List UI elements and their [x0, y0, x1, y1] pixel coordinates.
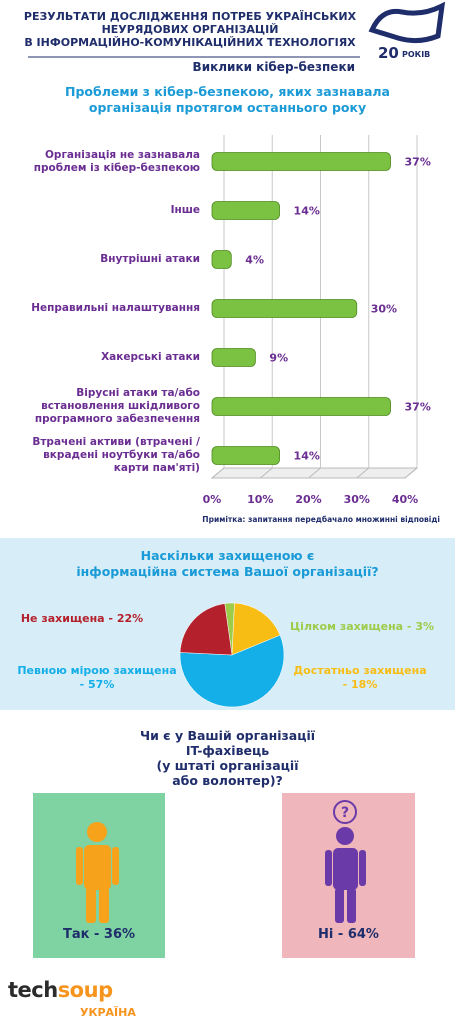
value-label: 14% — [294, 450, 320, 463]
header-title: РЕЗУЛЬТАТИ ДОСЛІДЖЕННЯ ПОТРЕБ УКРАЇНСЬКИ… — [23, 10, 357, 49]
category-label: Вірусні атаки та/або встановлення шкідли… — [34, 387, 200, 425]
tick-mark — [404, 467, 418, 479]
value-label: 30% — [371, 303, 397, 316]
value-label: 9% — [269, 352, 288, 365]
bar — [211, 152, 391, 171]
logo-text: РОКІВ — [402, 50, 431, 59]
bar — [211, 250, 232, 269]
bar — [211, 446, 280, 465]
pie-slice — [179, 603, 233, 656]
tick-mark — [356, 467, 370, 479]
x-tick-label: 30% — [344, 493, 370, 506]
logo-shape — [368, 1, 446, 44]
yes-label: Так - 36% — [62, 927, 136, 942]
value-label: 37% — [405, 401, 431, 414]
tick-mark — [211, 467, 225, 479]
x-tick-label: 20% — [295, 493, 321, 506]
it-question: Чи є у Вашій організації IT-фахівець (у … — [139, 728, 316, 788]
svg-text:?: ? — [341, 805, 349, 821]
x-tick-label: 10% — [247, 493, 273, 506]
category-label: Втрачені активи (втрачені / вкрадені ноу… — [32, 436, 200, 474]
bar — [211, 299, 358, 318]
bar — [211, 201, 280, 220]
category-label: Внутрішні атаки — [100, 253, 200, 265]
pie-label: Достатньо захищена - 18% — [293, 664, 427, 691]
bar — [211, 348, 256, 367]
footer-brand: techsoup — [8, 978, 113, 1002]
person-no: ? — [325, 800, 366, 923]
pie-label: Цілком захищена - 3% — [289, 620, 435, 633]
category-label: Організація не зазнавала проблем із кібе… — [33, 148, 200, 174]
category-label: Хакерські атаки — [101, 351, 200, 363]
value-label: 14% — [294, 205, 320, 218]
pie-label: Не захищена - 22% — [20, 612, 144, 625]
person-yes — [76, 822, 119, 923]
pie-label: Певною мірою захищена - 57% — [17, 664, 177, 691]
value-label: 37% — [405, 156, 431, 169]
brand-part: tech — [8, 978, 58, 1002]
value-label: 4% — [245, 254, 264, 267]
no-label: Ні - 64% — [318, 927, 379, 942]
brand-part: soup — [57, 978, 113, 1002]
footer-country: УКРАЇНА — [80, 1006, 136, 1019]
pie-slice — [179, 634, 285, 708]
bar-title: Проблеми з кібер-безпекою, яких зазнавал… — [65, 84, 390, 115]
pie-title: Наскільки захищеною є інформаційна систе… — [76, 548, 379, 579]
bar-note: Примітка: запитання передбачало множинні… — [202, 515, 440, 524]
pie-slice — [231, 602, 281, 656]
x-tick-label: 0% — [203, 493, 222, 506]
category-label: Неправильні налаштування — [31, 302, 200, 314]
x-tick-label: 40% — [392, 493, 418, 506]
bar — [211, 397, 391, 416]
section-subtitle: Виклики кібер-безпеки — [192, 60, 355, 74]
category-label: Інше — [170, 204, 200, 216]
tick-mark — [259, 467, 273, 479]
logo-number: 20 — [378, 44, 399, 62]
tick-mark — [308, 467, 321, 479]
